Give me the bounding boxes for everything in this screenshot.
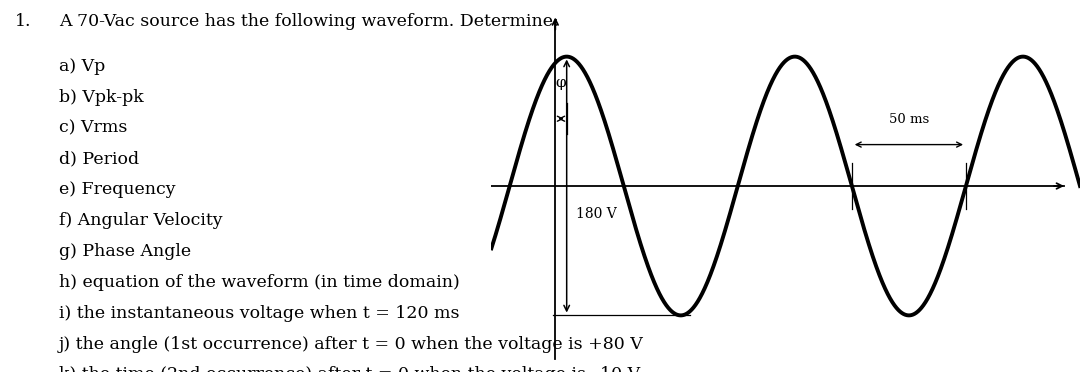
Text: φ: φ bbox=[556, 76, 566, 90]
Text: b) Vpk-pk: b) Vpk-pk bbox=[59, 89, 144, 106]
Text: g) Phase Angle: g) Phase Angle bbox=[59, 243, 191, 260]
Text: 180 V: 180 V bbox=[576, 208, 617, 221]
Text: f) Angular Velocity: f) Angular Velocity bbox=[59, 212, 222, 229]
Text: 50 ms: 50 ms bbox=[889, 113, 929, 126]
Text: A 70-Vac source has the following waveform. Determine:: A 70-Vac source has the following wavefo… bbox=[59, 13, 558, 30]
Text: e) Frequency: e) Frequency bbox=[59, 181, 176, 198]
Text: k) the time (2nd occurrence) after t = 0 when the voltage is –10 V: k) the time (2nd occurrence) after t = 0… bbox=[59, 366, 640, 372]
Text: c) Vrms: c) Vrms bbox=[59, 119, 127, 137]
Text: j) the angle (1st occurrence) after t = 0 when the voltage is +80 V: j) the angle (1st occurrence) after t = … bbox=[59, 336, 644, 353]
Text: i) the instantaneous voltage when t = 120 ms: i) the instantaneous voltage when t = 12… bbox=[59, 305, 459, 322]
Text: d) Period: d) Period bbox=[59, 150, 139, 167]
Text: h) equation of the waveform (in time domain): h) equation of the waveform (in time dom… bbox=[59, 274, 460, 291]
Text: a) Vp: a) Vp bbox=[59, 58, 105, 75]
Text: 1.: 1. bbox=[15, 13, 31, 30]
